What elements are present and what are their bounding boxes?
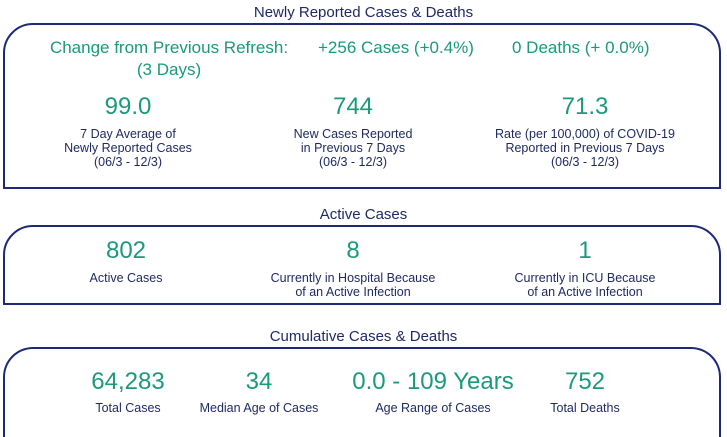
stat-value: 0.0 - 109 Years xyxy=(352,368,514,395)
newly-reported-title: Newly Reported Cases & Deaths xyxy=(253,4,474,21)
stat-caption-line: (06/3 - 12/3) xyxy=(93,155,163,169)
stat-caption-line: (06/3 - 12/3) xyxy=(550,155,620,169)
stat-value: 8 xyxy=(346,237,360,264)
stat-7day-average: 99.0 7 Day Average of Newly Reported Cas… xyxy=(38,93,218,169)
stat-age-range: 0.0 - 109 Years Age Range of Cases xyxy=(340,368,526,415)
stat-caption-line: in Previous 7 Days xyxy=(300,141,406,155)
stat-caption-line: of an Active Infection xyxy=(527,285,643,299)
stat-caption-line: Newly Reported Cases xyxy=(64,141,192,155)
change-cases: +256 Cases (+0.4%) xyxy=(318,38,474,57)
active-cases-title: Active Cases xyxy=(319,206,408,223)
stat-label: Total Deaths xyxy=(550,401,620,415)
stat-caption-line: of an Active Infection xyxy=(295,285,411,299)
stat-caption-line: Rate (per 100,000) of COVID-19 xyxy=(495,127,675,141)
newly-reported-panel xyxy=(3,23,721,189)
stat-in-hospital: 8 Currently in Hospital Because of an Ac… xyxy=(243,237,463,299)
stat-value: 802 xyxy=(105,237,147,264)
stat-active-cases: 802 Active Cases xyxy=(46,237,206,285)
stat-value: 71.3 xyxy=(561,93,609,120)
stat-caption-line: New Cases Reported xyxy=(293,127,413,141)
stat-caption-line: Reported in Previous 7 Days xyxy=(505,141,665,155)
stat-label: Total Cases xyxy=(95,401,161,415)
stat-caption-line: Currently in ICU Because xyxy=(514,271,656,285)
change-label: Change from Previous Refresh: (3 Days) xyxy=(38,37,300,81)
stat-value: 752 xyxy=(564,368,606,395)
change-deaths: 0 Deaths (+ 0.0%) xyxy=(512,38,650,57)
stat-value: 744 xyxy=(332,93,374,120)
stat-in-icu: 1 Currently in ICU Because of an Active … xyxy=(476,237,694,299)
stat-median-age: 34 Median Age of Cases xyxy=(184,368,334,415)
active-cases-panel xyxy=(3,225,721,305)
cumulative-panel xyxy=(3,347,721,437)
stat-value: 1 xyxy=(578,237,592,264)
stat-value: 34 xyxy=(245,368,273,395)
stat-total-deaths: 752 Total Deaths xyxy=(520,368,650,415)
stat-caption-line: 7 Day Average of xyxy=(80,127,176,141)
stat-label: Age Range of Cases xyxy=(375,401,491,415)
cumulative-title: Cumulative Cases & Deaths xyxy=(269,328,458,345)
stat-caption-line: Currently in Hospital Because xyxy=(270,271,436,285)
stat-label: Median Age of Cases xyxy=(199,401,319,415)
stat-caption-line: Active Cases xyxy=(89,271,163,285)
stat-value: 64,283 xyxy=(91,368,165,395)
stat-value: 99.0 xyxy=(104,93,152,120)
stat-total-cases: 64,283 Total Cases xyxy=(48,368,208,415)
change-label-text: Change from Previous Refresh: xyxy=(49,38,289,57)
change-period: (3 Days) xyxy=(136,60,202,79)
stat-caption-line: (06/3 - 12/3) xyxy=(318,155,388,169)
stat-new-cases-7day: 744 New Cases Reported in Previous 7 Day… xyxy=(253,93,453,169)
stat-rate-per-100k: 71.3 Rate (per 100,000) of COVID-19 Repo… xyxy=(472,93,698,169)
